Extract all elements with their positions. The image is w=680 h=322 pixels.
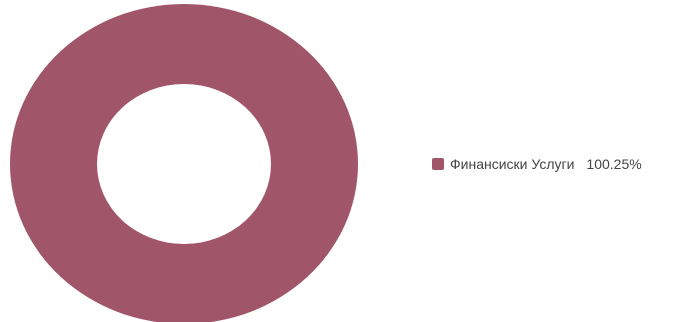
legend-label: Финансиски Услуги (450, 156, 575, 172)
legend-swatch (432, 158, 444, 170)
legend: Финансиски Услуги 100.25% (432, 154, 642, 174)
legend-value: 100.25% (586, 156, 642, 172)
donut-hole (97, 84, 271, 244)
donut-slices (10, 4, 358, 322)
